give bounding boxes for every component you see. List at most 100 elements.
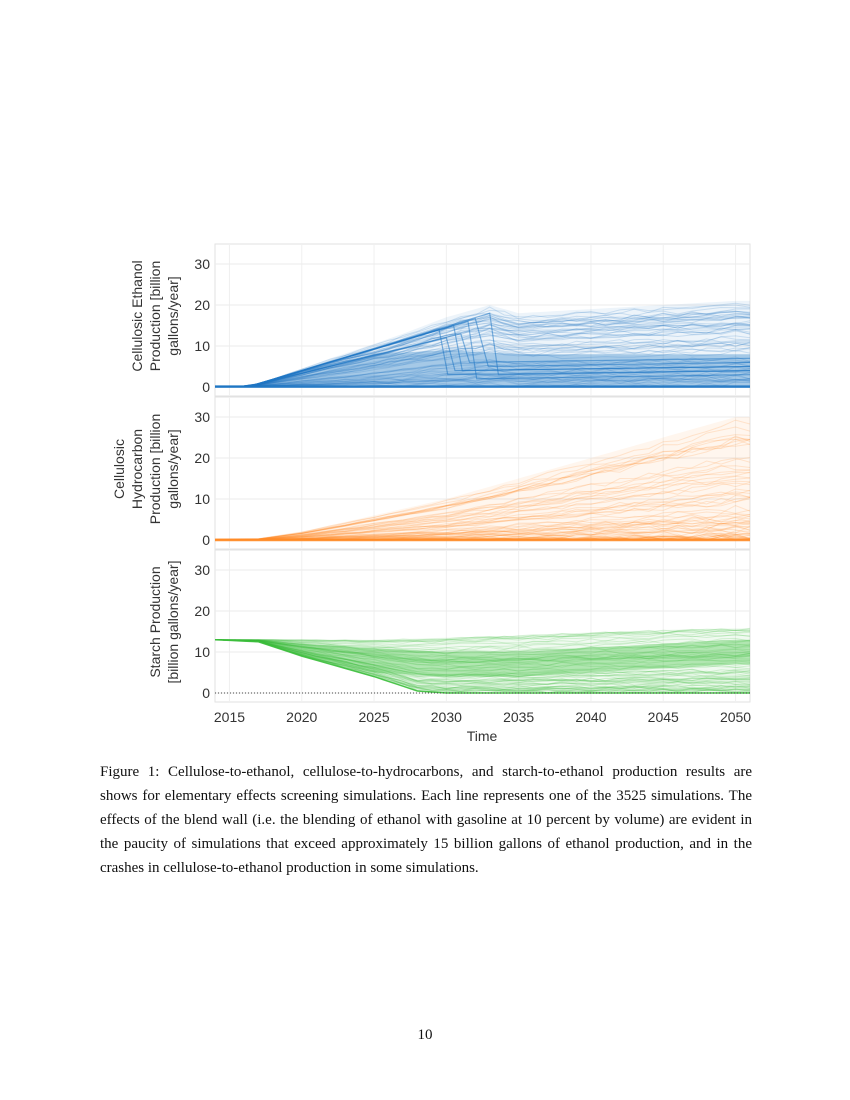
dense-band bbox=[215, 639, 750, 677]
simulation-line bbox=[215, 639, 750, 682]
simulation-line bbox=[215, 639, 750, 679]
simulation-line bbox=[215, 496, 750, 541]
simulation-line bbox=[215, 438, 750, 540]
simulation-line bbox=[215, 505, 750, 541]
simulation-line bbox=[215, 639, 750, 683]
simulation-line bbox=[215, 464, 750, 540]
simulation-line bbox=[215, 349, 750, 387]
simulation-line bbox=[215, 639, 750, 678]
x-tick-label: 2040 bbox=[575, 709, 606, 725]
simulation-line bbox=[215, 639, 750, 652]
simulation-line bbox=[215, 302, 750, 387]
y-axis-title-line: gallons/year] bbox=[165, 429, 181, 508]
simulation-line bbox=[215, 439, 750, 540]
simulation-line bbox=[215, 356, 750, 387]
simulation-lines bbox=[215, 300, 750, 388]
simulation-line bbox=[215, 335, 750, 387]
simulation-line bbox=[215, 434, 750, 540]
simulation-line bbox=[215, 314, 750, 387]
simulation-line bbox=[215, 513, 750, 541]
y-tick-label: 20 bbox=[194, 297, 210, 313]
simulation-line bbox=[215, 438, 750, 540]
y-tick-label: 30 bbox=[194, 409, 210, 425]
simulation-line bbox=[215, 457, 750, 540]
simulation-line bbox=[215, 639, 750, 662]
panel-cellulosic-hydrocarbon: 0 10 20 30 Cellulosic Hydrocarbon Production [… bbox=[111, 396, 751, 550]
simulation-line bbox=[215, 639, 750, 665]
simulation-line bbox=[215, 639, 750, 668]
simulation-line bbox=[215, 426, 750, 540]
simulation-line bbox=[215, 639, 750, 672]
simulation-lines bbox=[215, 627, 750, 694]
simulation-line bbox=[215, 377, 750, 388]
simulation-line bbox=[215, 639, 750, 686]
simulation-line bbox=[215, 639, 750, 684]
y-tick-label: 0 bbox=[202, 379, 210, 395]
y-axis-title: Starch Production [billion gallons/year] bbox=[147, 561, 181, 684]
simulation-line bbox=[215, 522, 750, 541]
simulation-line bbox=[215, 639, 750, 662]
y-axis-title-line: Cellulosic bbox=[111, 439, 127, 499]
simulation-line bbox=[215, 508, 750, 541]
simulation-line bbox=[215, 313, 750, 387]
envelope-band bbox=[215, 417, 750, 540]
simulation-line bbox=[215, 361, 750, 387]
simulation-line bbox=[215, 639, 750, 684]
simulation-line bbox=[215, 316, 750, 387]
envelope-band bbox=[215, 628, 750, 693]
simulation-line bbox=[215, 325, 750, 387]
x-tick-label: 2025 bbox=[358, 709, 389, 725]
simulation-line bbox=[215, 514, 750, 541]
simulation-line bbox=[215, 471, 750, 540]
simulation-line bbox=[215, 329, 750, 387]
simulation-lines bbox=[215, 417, 750, 542]
simulation-line bbox=[215, 336, 750, 387]
simulation-line bbox=[215, 639, 750, 690]
simulation-line bbox=[215, 639, 750, 655]
simulation-line bbox=[215, 627, 750, 642]
simulation-line bbox=[215, 634, 750, 647]
simulation-line bbox=[215, 489, 750, 541]
simulation-line bbox=[215, 419, 750, 540]
simulation-line bbox=[215, 639, 750, 676]
simulation-line bbox=[215, 630, 750, 644]
y-axis-title-line: Cellulosic Ethanol bbox=[129, 260, 145, 371]
simulation-line bbox=[215, 639, 750, 663]
simulation-line bbox=[215, 316, 750, 387]
simulation-line bbox=[215, 639, 750, 686]
simulation-line bbox=[215, 366, 750, 387]
simulation-line bbox=[215, 330, 750, 387]
simulation-line bbox=[215, 630, 750, 643]
simulation-line bbox=[215, 488, 750, 541]
y-tick-label: 10 bbox=[194, 491, 210, 507]
simulation-line bbox=[215, 639, 750, 654]
simulation-line bbox=[215, 629, 750, 643]
simulation-line bbox=[215, 639, 750, 678]
crash-line bbox=[250, 312, 750, 387]
x-axis-title: Time bbox=[467, 728, 498, 744]
simulation-line bbox=[215, 443, 750, 540]
simulation-line bbox=[215, 639, 750, 651]
dense-band bbox=[215, 350, 750, 387]
simulation-line bbox=[215, 327, 750, 387]
simulation-line bbox=[215, 639, 750, 654]
simulation-line bbox=[215, 639, 750, 680]
simulation-line bbox=[215, 377, 750, 388]
simulation-line bbox=[215, 639, 750, 690]
simulation-line bbox=[215, 639, 750, 672]
panel-cellulosic-ethanol: 0 10 20 30 Cellulosic Ethanol Production [bil… bbox=[129, 243, 751, 397]
simulation-line bbox=[215, 482, 750, 541]
simulation-line bbox=[215, 516, 750, 541]
simulation-line bbox=[215, 342, 750, 387]
simulation-line bbox=[215, 480, 750, 541]
simulation-line bbox=[215, 481, 750, 541]
y-axis-title-line: gallons/year] bbox=[165, 276, 181, 355]
x-tick-label: 2050 bbox=[720, 709, 751, 725]
simulation-line bbox=[215, 639, 750, 687]
simulation-line bbox=[215, 639, 750, 679]
y-tick-label: 20 bbox=[194, 603, 210, 619]
simulation-line bbox=[215, 361, 750, 387]
simulation-line bbox=[215, 639, 750, 662]
simulation-line bbox=[215, 639, 750, 691]
